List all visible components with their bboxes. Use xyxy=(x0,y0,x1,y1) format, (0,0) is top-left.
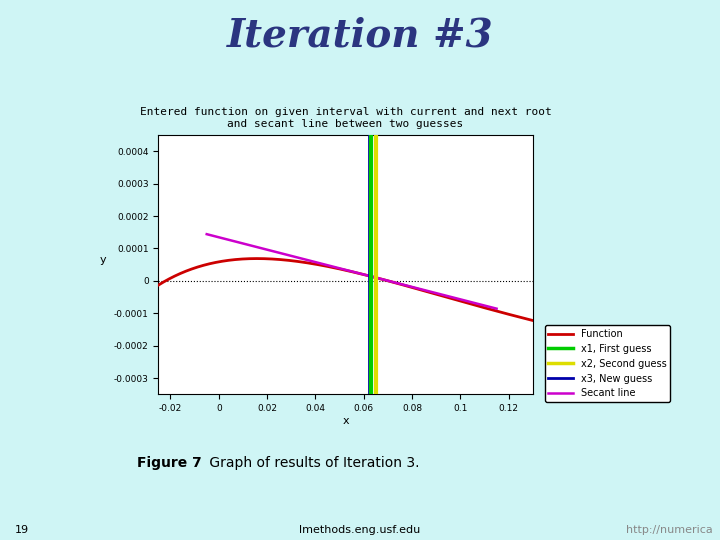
Text: lmethods.eng.usf.edu: lmethods.eng.usf.edu xyxy=(300,524,420,535)
Text: http://numerica: http://numerica xyxy=(626,524,713,535)
Title: Entered function on given interval with current and next root
and secant line be: Entered function on given interval with … xyxy=(140,107,552,129)
Text: 19: 19 xyxy=(14,524,29,535)
Text: Figure 7: Figure 7 xyxy=(137,456,202,470)
Legend: Function, x1, First guess, x2, Second guess, x3, New guess, Secant line: Function, x1, First guess, x2, Second gu… xyxy=(544,325,670,402)
Text: Iteration #3: Iteration #3 xyxy=(227,16,493,54)
Text: Graph of results of Iteration 3.: Graph of results of Iteration 3. xyxy=(205,456,420,470)
Y-axis label: y: y xyxy=(99,254,106,265)
X-axis label: x: x xyxy=(342,416,349,426)
